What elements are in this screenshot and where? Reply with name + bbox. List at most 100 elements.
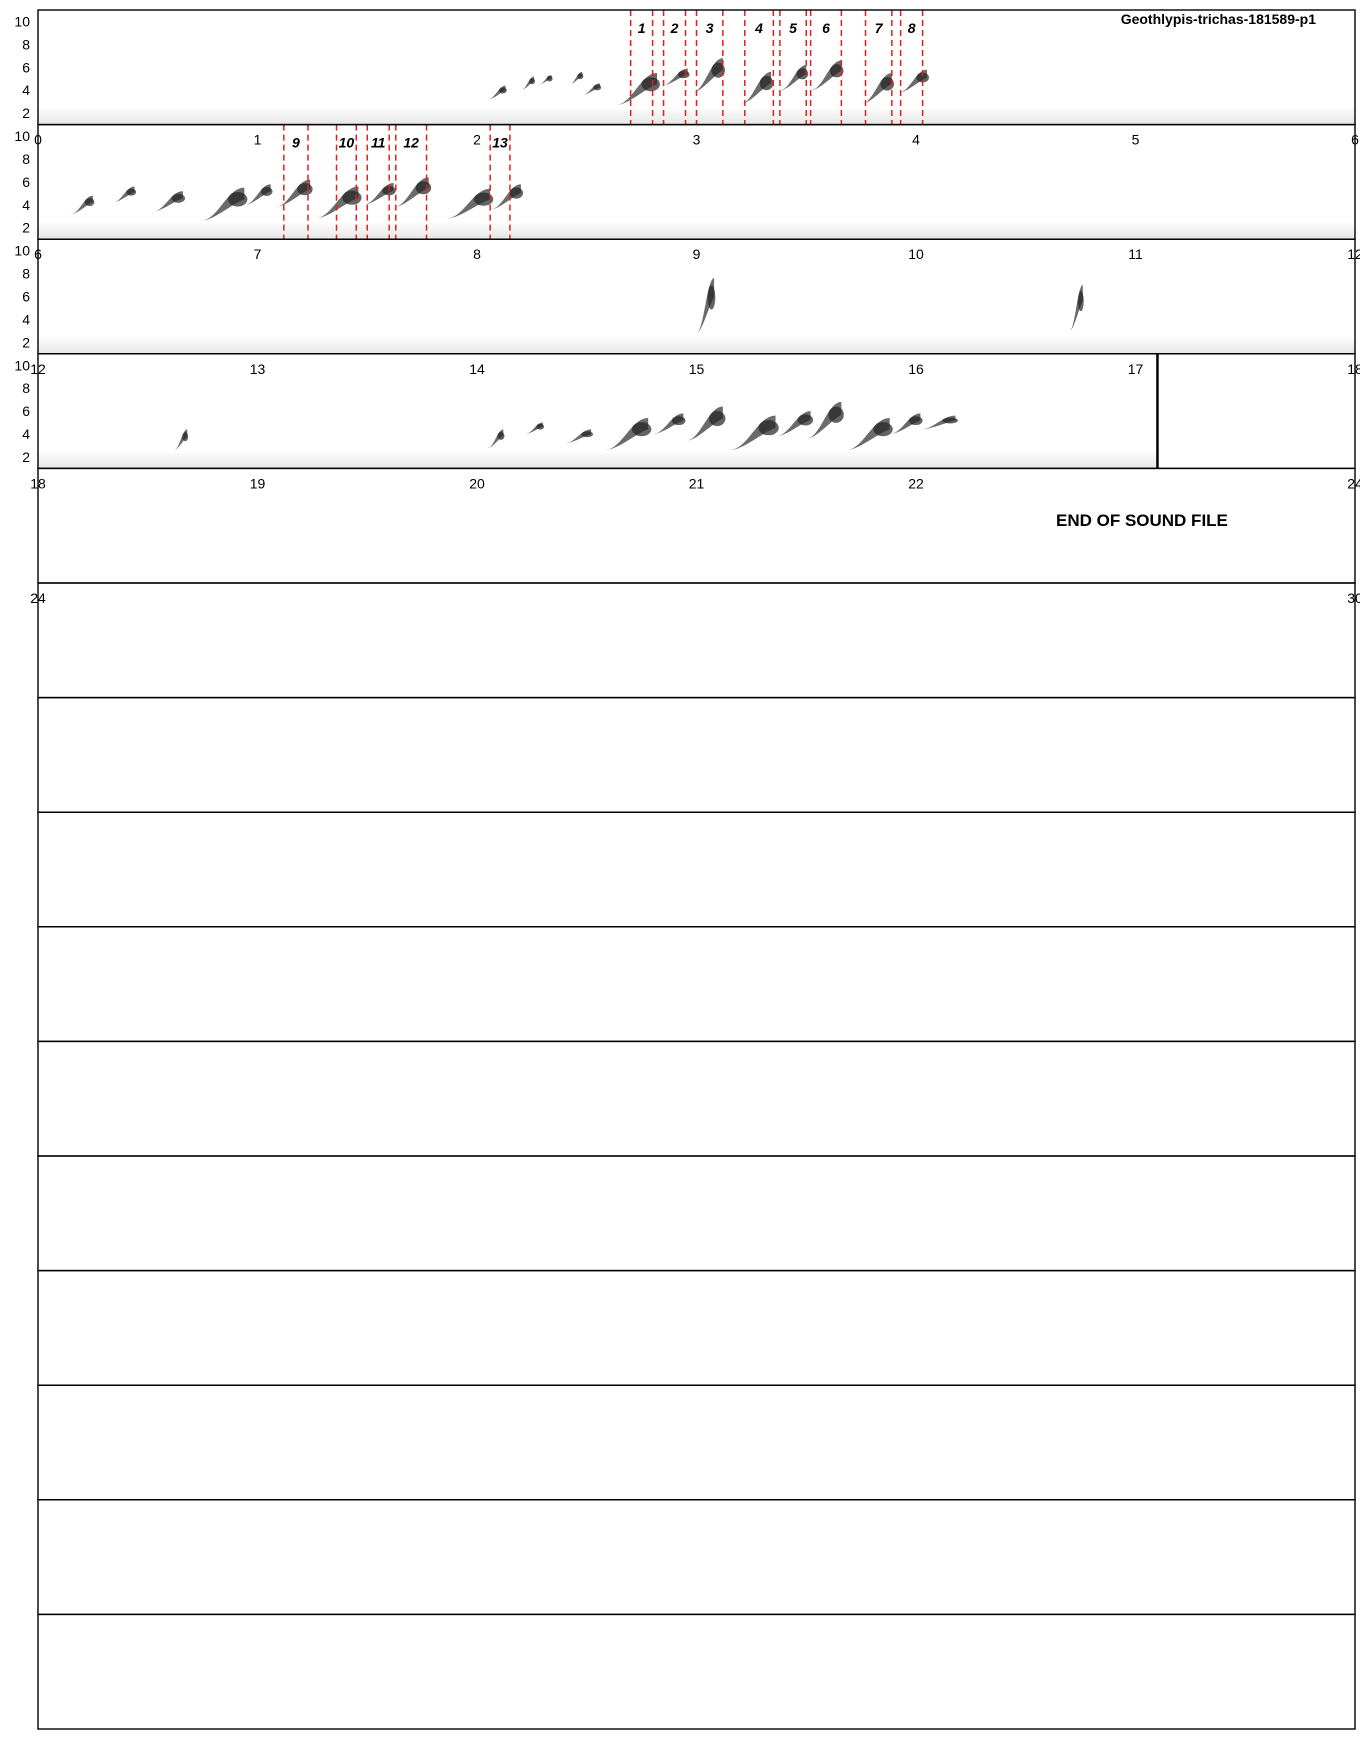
noise-band [38,220,1355,240]
sound-event-core [529,78,535,85]
sound-event-core [382,185,396,196]
segment-label: 8 [908,20,916,36]
x-tick-label: 10 [908,246,924,262]
segment-label: 10 [339,135,355,151]
panel-frame [37,1613,1356,1730]
y-tick-label: 4 [22,82,30,98]
x-tick-label: 6 [34,246,42,262]
sound-event-core [84,198,95,207]
segment-markers: 1 2 3 4 5 6 7 89 10 11 12 13 [283,10,924,240]
panel-frame [37,696,1356,813]
y-tick-label: 10 [14,13,30,29]
segment-label: 1 [638,20,646,36]
sound-event-core [577,73,584,80]
panel-frame [37,1040,1356,1157]
segment-label: 12 [403,135,419,151]
y-tick-label: 6 [22,174,30,190]
y-tick-label: 2 [22,449,30,465]
sound-event-core [677,70,690,79]
sound-event-core [711,62,725,78]
panel-frame [37,1269,1356,1386]
sound-event-core [641,77,660,92]
noise-band [38,335,1355,354]
sound-events [70,58,1084,451]
y-tick-label: 8 [22,380,30,396]
x-tick-label: 15 [689,361,705,377]
y-tick-label: 6 [22,403,30,419]
x-tick-label: 20 [469,475,485,491]
y-tick-label: 2 [22,334,30,350]
sound-event-core [796,68,809,80]
x-tick-label: 1 [254,132,262,148]
panel-frame [37,811,1356,928]
y-tick-label: 2 [22,105,30,121]
y-tick-label: 10 [14,128,30,144]
panel-frame [37,1155,1356,1272]
x-tick-label: 30 [1347,590,1360,606]
x-tick-label: 17 [1128,361,1144,377]
segment-label: 2 [670,20,679,36]
x-tick-label: 3 [693,132,701,148]
sound-event-core [536,423,545,430]
y-tick-label: 8 [22,151,30,167]
sound-event-core [758,420,779,436]
sound-event-core [829,64,844,78]
x-tick-label: 16 [908,361,924,377]
x-tick-label: 14 [469,361,485,377]
sound-event-core [828,406,844,423]
x-tick-label: 22 [908,475,924,491]
sound-event-core [759,76,774,91]
x-tick-label: 2 [473,132,481,148]
x-tick-label: 5 [1132,132,1140,148]
sound-event-core [546,75,553,82]
segment-label: 5 [789,20,797,36]
x-tick-label: 24 [1347,475,1360,491]
y-tick-label: 4 [22,197,30,213]
segment-label: 13 [492,135,508,151]
sound-event-core [182,432,189,442]
sound-event-core [473,192,494,206]
sound-event-core [873,422,893,437]
sound-event-core [509,187,524,199]
panel-frames [37,9,1356,1730]
sound-event-core [916,72,929,83]
sound-event-core [909,416,923,426]
y-tick-label: 4 [22,426,30,442]
y-tick-label: 8 [22,36,30,52]
x-tick-label: 11 [1128,246,1143,262]
sound-event-core [671,416,686,426]
panel-frame [37,926,1356,1043]
sound-event-core [709,410,726,427]
sound-event-core [581,431,593,438]
sound-event-core [297,183,313,196]
sound-event-core [126,188,137,196]
x-tick-label: 24 [30,590,46,606]
x-tick-label: 19 [250,475,266,491]
sound-event-core [880,77,895,91]
file-title: Geothlypis-trichas-181589-p1 [1121,11,1317,27]
x-tick-label: 18 [1347,361,1360,377]
segment-label: 3 [706,20,714,36]
y-tick-label: 10 [14,243,30,259]
x-tick-label: 12 [1347,246,1360,262]
sound-event-core [942,417,958,424]
sound-event-core [1077,290,1084,312]
end-of-file-label: END OF SOUND FILE [1056,511,1228,530]
y-tick-label: 8 [22,266,30,282]
x-tick-label: 0 [34,132,42,148]
segment-label: 7 [875,20,884,36]
x-tick-label: 4 [912,132,920,148]
segment-label: 9 [292,135,300,151]
x-tick-label: 7 [254,246,262,262]
y-tick-label: 2 [22,220,30,236]
sound-event-core [631,422,652,437]
y-tick-label: 4 [22,311,30,327]
sound-event-core [171,193,186,203]
segment-label: 4 [754,20,763,36]
y-tick-label: 6 [22,59,30,75]
x-tick-label: 12 [30,361,46,377]
x-tick-label: 8 [473,246,481,262]
segment-label: 11 [371,135,386,151]
sound-event-core [342,190,362,205]
